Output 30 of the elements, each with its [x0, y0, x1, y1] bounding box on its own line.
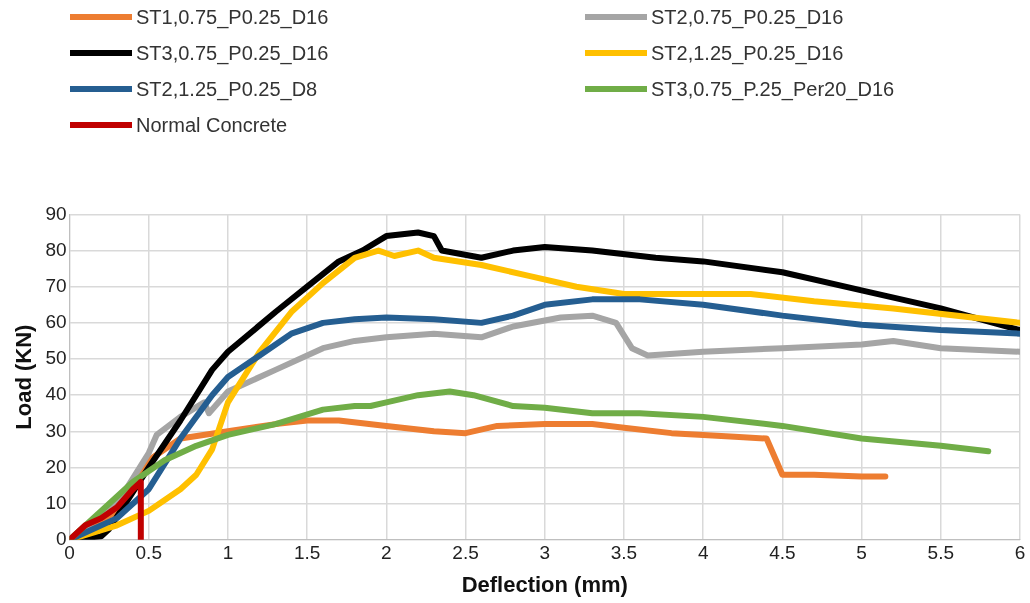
- x-tick-label: 6: [1014, 542, 1026, 564]
- y-axis-title: Load (KN): [11, 324, 37, 430]
- y-tick-label: 20: [45, 455, 67, 477]
- y-tick-label: 50: [45, 347, 67, 369]
- legend-label: ST1,0.75_P0.25_D16: [136, 5, 329, 29]
- x-tick-label: 2.5: [452, 542, 479, 564]
- y-tick-label: 70: [45, 274, 67, 296]
- x-axis-title: Deflection (mm): [461, 571, 628, 597]
- legend-label: ST3,0.75_P.25_Per20_D16: [651, 77, 895, 101]
- x-tick-label: 0.5: [135, 542, 162, 564]
- y-tick-label: 10: [45, 491, 67, 513]
- legend-label: ST2,1.25_P0.25_D8: [136, 77, 318, 101]
- y-tick-label: 90: [45, 202, 67, 224]
- x-tick-label: 4: [697, 542, 709, 564]
- y-tick-label: 80: [45, 238, 67, 260]
- x-tick-label: 3: [539, 542, 551, 564]
- x-tick-label: 3.5: [610, 542, 638, 564]
- legend-label: Normal Concrete: [136, 113, 288, 137]
- x-tick-label: 4.5: [769, 542, 796, 564]
- x-tick-label: 1: [222, 542, 234, 564]
- x-tick-label: 5: [856, 542, 867, 564]
- x-tick-label: 2: [381, 542, 392, 564]
- x-tick-label: 5.5: [927, 542, 955, 564]
- x-tick-label: 1.5: [293, 542, 321, 564]
- legend-label: ST2,1.25_P0.25_D16: [651, 41, 844, 65]
- y-tick-label: 30: [45, 419, 67, 441]
- y-tick-label: 60: [45, 311, 67, 333]
- y-tick-label: 40: [45, 383, 67, 405]
- legend-label: ST3,0.75_P0.25_D16: [136, 41, 329, 65]
- legend-label: ST2,0.75_P0.25_D16: [651, 5, 844, 29]
